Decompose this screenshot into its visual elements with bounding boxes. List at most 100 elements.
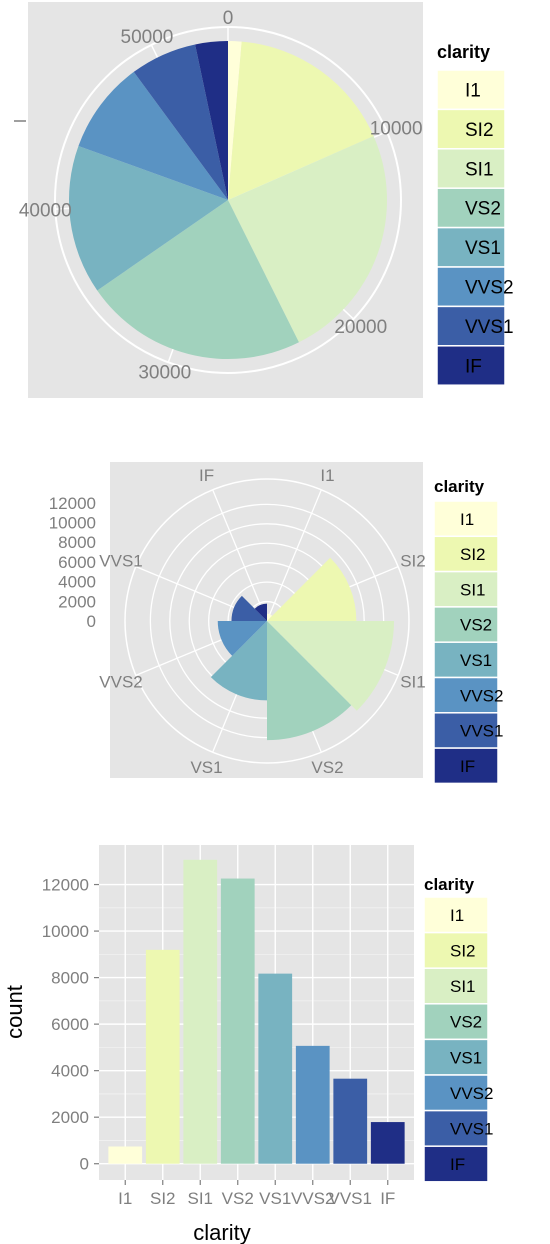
bar-vs1: [258, 973, 293, 1164]
legend-label-si1: SI1: [450, 977, 476, 996]
coxcomb-legend: clarity I1 SI2 SI1 VS2 VS1 VVS2 VVS1 IF: [433, 477, 503, 785]
coxcomb-y-tick-label: 6000: [58, 553, 96, 572]
bar-if: [370, 1122, 405, 1164]
bar-legend: clarity I1 SI2 SI1 VS2 VS1 VVS2 VVS1 IF: [423, 875, 493, 1183]
legend-label-if: IF: [460, 757, 475, 776]
bar-x-tick-label-vs1: VS1: [259, 1189, 291, 1208]
legend-key-si2: [433, 535, 499, 573]
legend-label-si1: SI1: [460, 580, 486, 599]
legend-title: clarity: [437, 42, 490, 62]
legend-key-si2: [436, 108, 506, 150]
legend-label-vs2: VS2: [465, 199, 501, 220]
legend-title: clarity: [424, 875, 475, 894]
x-axis-title: clarity: [193, 1220, 250, 1244]
bar-y-tick-label: 12000: [42, 876, 89, 895]
pie-slice-vvs2: [78, 71, 229, 201]
coxcomb-y-tick-label: 4000: [58, 573, 96, 592]
y-axis-title: count: [2, 985, 27, 1039]
bar-y-tick-label: 8000: [51, 969, 89, 988]
bar-x-tick-label-vvs1: VVS1: [329, 1189, 372, 1208]
legend-label-vvs1: VVS1: [460, 722, 503, 741]
bar-si1: [183, 859, 218, 1164]
coxcomb-category-label-vvs2: VVS2: [99, 672, 142, 691]
pie-tick-labels: 0 10000 20000 30000 40000 50000: [19, 8, 423, 384]
legend-key-vvs1: [436, 305, 506, 347]
legend-key-vs2: [436, 187, 506, 229]
legend-label-vs1: VS1: [450, 1048, 482, 1067]
legend-label-si2: SI2: [450, 942, 476, 961]
legend-title: clarity: [434, 477, 485, 496]
legend-label-vs2: VS2: [460, 616, 492, 635]
legend-label-i1: I1: [465, 81, 481, 102]
pie-tick-label: 0: [223, 8, 234, 29]
legend-key-si1: [436, 148, 506, 189]
pie-tick-label: 40000: [19, 201, 72, 222]
coxcomb-outer-grid-ring: [124, 478, 410, 764]
coxcomb-wedges: [210, 557, 394, 741]
coxcomb-wedge-vvs2: [217, 621, 267, 656]
bar-x-tick-label-si1: SI1: [187, 1189, 213, 1208]
bar-y-tick-label: 0: [80, 1155, 89, 1174]
pie-tick-label: 50000: [121, 27, 174, 48]
pie-legend: clarity I1 SI2 SI1 VS2 VS1 VVS2 VVS1 IF: [436, 42, 514, 386]
coxcomb-category-label-i1: I1: [320, 466, 334, 485]
pie-slice-si1: [228, 136, 387, 343]
bar-y-tick-label: 2000: [51, 1108, 89, 1127]
pie-slices: [68, 41, 387, 359]
pie-slice-i1: [228, 41, 242, 200]
legend-label-si1: SI1: [465, 159, 494, 180]
bar-x-tick-label-i1: I1: [118, 1189, 132, 1208]
coxcomb-category-label-si2: SI2: [400, 552, 426, 571]
legend-label-vvs2: VVS2: [460, 686, 503, 705]
coxcomb-wedge-si1: [267, 621, 394, 711]
coxcomb-y-tick-label: 8000: [58, 533, 96, 552]
bar-vs2: [220, 878, 255, 1164]
legend-key-if: [433, 747, 499, 785]
legend-label-vvs2: VVS2: [450, 1084, 493, 1103]
coxcomb-wedge-si2: [267, 557, 357, 621]
pie-tick-label: 10000: [370, 119, 423, 140]
coxcomb-y-tick-label: 12000: [49, 494, 96, 513]
legend-label-i1: I1: [460, 510, 474, 529]
bar-x-tick-label-vs2: VS2: [222, 1189, 254, 1208]
coxcomb-category-label-if: IF: [199, 466, 214, 485]
legend-key-si1: [433, 570, 499, 608]
pie-slice-if: [195, 41, 228, 200]
legend-label-i1: I1: [450, 906, 464, 925]
bar-si2: [145, 949, 180, 1164]
legend-key-vvs2: [423, 1074, 489, 1112]
coxcomb-wedge-if: [254, 603, 267, 621]
legend-key-si1: [423, 967, 489, 1005]
coxcomb-wedge-vs2: [267, 621, 352, 741]
legend-label-vs1: VS1: [465, 238, 501, 259]
bar-x-tick-label-si2: SI2: [150, 1189, 176, 1208]
legend-key-vvs2: [436, 266, 506, 308]
coxcomb-spoke-gridline: [212, 489, 268, 622]
bar-chart: 0 2000 4000 6000 8000 10000 12000 I1 SI2 SI1 VS2 V…: [2, 845, 414, 1244]
pie-slice-vs2: [97, 200, 299, 359]
legend-key-vs2: [433, 606, 499, 643]
legend-label-vs2: VS2: [450, 1013, 482, 1032]
legend-label-vvs1: VVS1: [465, 317, 514, 338]
pie-slice-si2: [228, 41, 374, 200]
legend-key-i1: [423, 896, 489, 934]
legend-key-if: [423, 1145, 489, 1183]
legend-key-i1: [433, 500, 499, 538]
coxcomb-spoke-gridline: [266, 489, 322, 622]
legend-label-vvs1: VVS1: [450, 1120, 493, 1139]
legend-label-vs1: VS1: [460, 651, 492, 670]
coxcomb-chart: I1 SI2 SI1 VS2 VS1 VVS2 VVS1 IF 020004000600080…: [49, 462, 426, 778]
bar-vvs2: [295, 1045, 330, 1164]
bar-bars: [108, 859, 405, 1164]
legend-key-if: [436, 345, 506, 386]
legend-key-vs1: [423, 1038, 489, 1076]
legend-key-i1: [436, 69, 506, 111]
bar-y-tick-label: 6000: [51, 1015, 89, 1034]
coxcomb-y-tick-label: 0: [87, 612, 96, 631]
coxcomb-wedge-vvs1: [231, 595, 267, 621]
legend-key-vvs1: [433, 712, 499, 749]
coxcomb-y-tick-label: 10000: [49, 514, 96, 533]
coxcomb-y-tick-label: 2000: [58, 592, 96, 611]
